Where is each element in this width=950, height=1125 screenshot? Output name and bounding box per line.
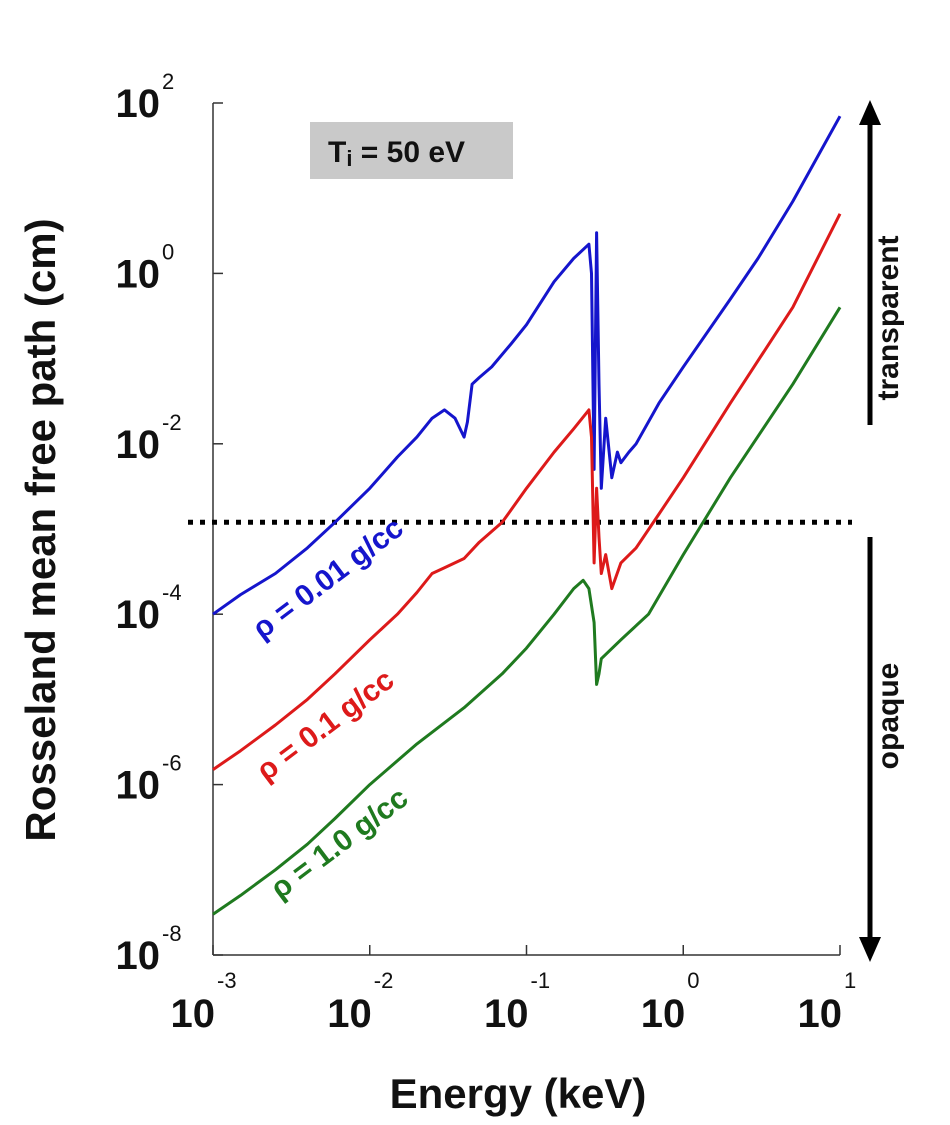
y-tick-exponent: 0 [162,239,174,264]
opacity-arrow [855,100,885,962]
annotation-sub: i [346,146,352,171]
plot-frame [212,103,840,956]
y-tick-label: 10 [116,82,161,126]
series-label-rho-1-0: ρ = 1.0 g/cc [264,781,414,905]
x-tick-exponent: -1 [531,968,551,993]
x-tick-label: 10 [484,992,529,1036]
y-tick-exponent: -6 [162,751,182,776]
annotation-rest: = 50 eV [352,136,465,169]
x-tick-exponent: 0 [687,968,699,993]
arrow-head-up [859,100,881,125]
temperature-annotation: Ti = 50 eV [310,122,513,179]
x-tick-label: 10 [641,992,686,1036]
y-tick-label: 10 [116,593,161,637]
transparent-label: transparent [872,235,905,400]
y-axis-title: Rosseland mean free path (cm) [17,218,64,841]
annotation-main: T [328,136,346,169]
series-line-0 [212,115,842,616]
y-tick-label: 10 [116,764,161,808]
x-tick-label: 10 [327,992,372,1036]
series-line-2 [212,306,842,916]
series-line-1 [212,213,842,771]
arrow-gap [855,425,885,537]
x-tick-exponent: -2 [374,968,394,993]
annotation-box [310,122,513,179]
arrow-head-down [859,937,881,962]
y-tick-exponent: -4 [162,580,182,605]
x-tick-label: 10 [171,992,216,1036]
x-tick-exponent: -3 [217,968,237,993]
y-tick-label: 10 [116,252,161,296]
y-tick-exponent: -8 [162,921,182,946]
y-tick-exponent: -2 [162,410,182,435]
opaque-label: opaque [872,663,905,770]
annotation-text: Ti = 50 eV [328,136,465,171]
y-tick-label: 10 [116,934,161,978]
y-tick-exponent: 2 [162,69,174,94]
y-tick-label: 10 [116,423,161,467]
x-axis-title: Energy (keV) [390,1070,647,1117]
x-tick-label: 10 [798,992,843,1036]
x-tick-exponent: 1 [844,968,856,993]
series-group [212,115,842,916]
